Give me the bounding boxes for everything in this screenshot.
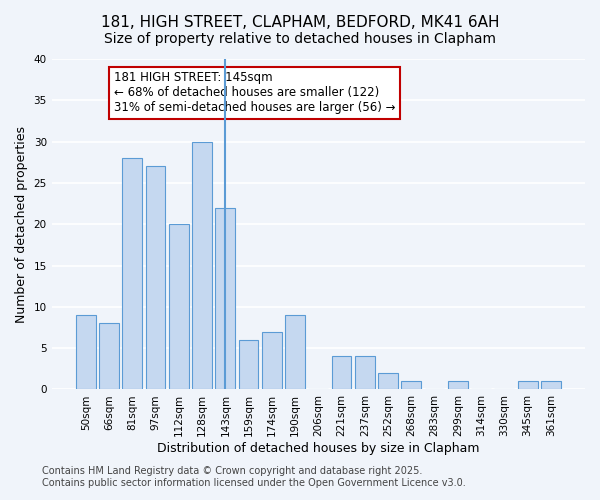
Bar — [285, 315, 305, 390]
Y-axis label: Number of detached properties: Number of detached properties — [15, 126, 28, 322]
Bar — [332, 356, 352, 390]
X-axis label: Distribution of detached houses by size in Clapham: Distribution of detached houses by size … — [157, 442, 479, 455]
Bar — [146, 166, 166, 390]
Bar — [99, 324, 119, 390]
Bar — [401, 381, 421, 390]
Bar — [448, 381, 468, 390]
Text: Contains HM Land Registry data © Crown copyright and database right 2025.
Contai: Contains HM Land Registry data © Crown c… — [42, 466, 466, 487]
Text: Size of property relative to detached houses in Clapham: Size of property relative to detached ho… — [104, 32, 496, 46]
Bar — [76, 315, 95, 390]
Bar — [355, 356, 375, 390]
Bar — [169, 224, 188, 390]
Bar — [239, 340, 259, 390]
Bar — [215, 208, 235, 390]
Text: 181 HIGH STREET: 145sqm
← 68% of detached houses are smaller (122)
31% of semi-d: 181 HIGH STREET: 145sqm ← 68% of detache… — [113, 72, 395, 114]
Bar — [518, 381, 538, 390]
Bar — [122, 158, 142, 390]
Text: 181, HIGH STREET, CLAPHAM, BEDFORD, MK41 6AH: 181, HIGH STREET, CLAPHAM, BEDFORD, MK41… — [101, 15, 499, 30]
Bar — [378, 373, 398, 390]
Bar — [541, 381, 561, 390]
Bar — [262, 332, 282, 390]
Bar — [192, 142, 212, 390]
